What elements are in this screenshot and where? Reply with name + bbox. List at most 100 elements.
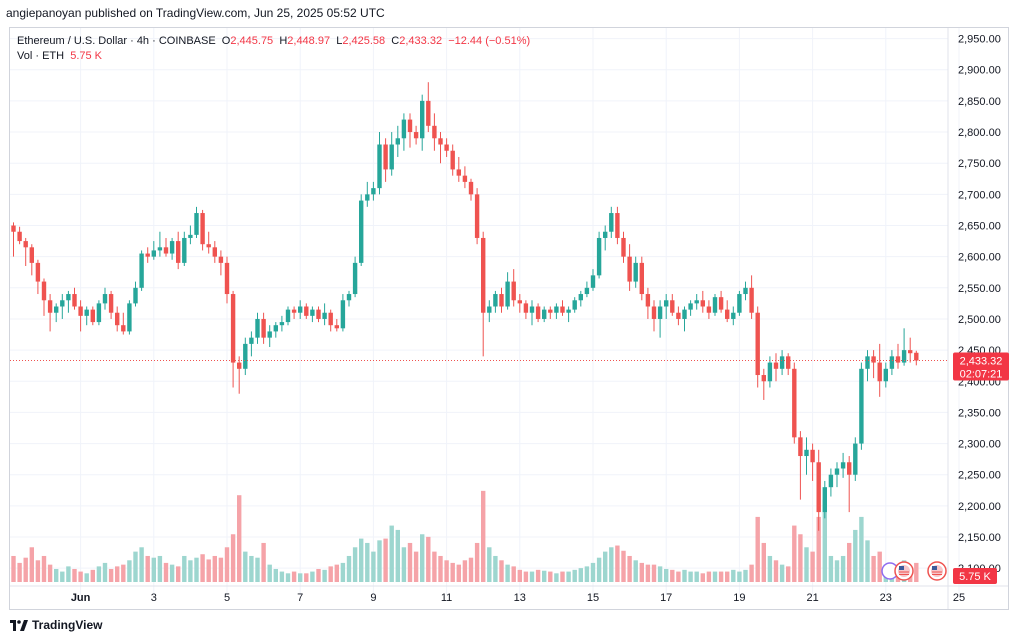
legend-high-value: 2,448.97 bbox=[287, 35, 331, 47]
volume-bar bbox=[273, 568, 278, 582]
candle-body bbox=[517, 300, 522, 304]
volume-bar bbox=[84, 573, 89, 582]
candle-body bbox=[505, 281, 510, 307]
candle-body bbox=[468, 181, 474, 195]
y-tick-label: 2,200.00 bbox=[958, 501, 1001, 513]
candle-body bbox=[78, 306, 83, 316]
candle-body bbox=[816, 462, 821, 513]
volume-bar bbox=[279, 571, 285, 582]
candle-body bbox=[767, 362, 773, 382]
volume-bar bbox=[505, 564, 510, 582]
candle-body bbox=[786, 356, 791, 369]
candle-body bbox=[420, 100, 425, 139]
candle-body bbox=[47, 300, 53, 313]
volume-bar bbox=[847, 542, 852, 582]
candle-body bbox=[218, 256, 224, 263]
footer-brand[interactable]: TradingView bbox=[10, 618, 102, 632]
volume-bar bbox=[865, 540, 870, 582]
candle-body bbox=[725, 309, 730, 319]
volume-bar bbox=[664, 568, 669, 582]
x-tick-label: 19 bbox=[733, 592, 745, 604]
y-tick-label: 2,750.00 bbox=[958, 158, 1001, 170]
volume-bar bbox=[694, 571, 699, 582]
volume-bar bbox=[535, 569, 541, 582]
candle-body bbox=[493, 294, 498, 307]
volume-bar bbox=[322, 569, 327, 582]
candle-body bbox=[828, 474, 834, 488]
us-flag-event-icon-canton bbox=[932, 566, 937, 570]
y-tick-label: 2,150.00 bbox=[958, 532, 1001, 544]
volume-bar bbox=[761, 542, 766, 582]
candle-body bbox=[23, 241, 28, 248]
x-tick-label: 23 bbox=[880, 592, 892, 604]
volume-bar bbox=[481, 490, 486, 582]
volume-bar bbox=[609, 547, 614, 582]
candle-body bbox=[822, 487, 827, 513]
candle-body bbox=[212, 247, 217, 257]
candle-body bbox=[377, 144, 382, 189]
volume-bar bbox=[566, 571, 571, 582]
volume-badge-value: 5.75 K bbox=[959, 571, 991, 583]
candle-body bbox=[798, 437, 803, 457]
candle-body bbox=[511, 281, 516, 301]
volume-bar bbox=[328, 566, 333, 582]
volume-bar bbox=[133, 551, 138, 582]
candle-body bbox=[603, 231, 608, 238]
volume-bar bbox=[859, 516, 864, 582]
volume-bar bbox=[676, 571, 681, 582]
volume-bar bbox=[359, 538, 364, 582]
candle-body bbox=[542, 309, 547, 319]
candle-body bbox=[359, 200, 364, 263]
volume-bar bbox=[639, 562, 644, 582]
candle-body bbox=[145, 253, 150, 257]
candle-body bbox=[633, 262, 638, 282]
legend-close-label: C bbox=[391, 35, 400, 47]
volume-bar bbox=[383, 538, 388, 582]
volume-bar bbox=[462, 560, 468, 582]
y-tick-label: 2,700.00 bbox=[958, 189, 1001, 201]
candle-body bbox=[432, 125, 437, 139]
candle-body bbox=[761, 375, 766, 382]
volume-bar bbox=[914, 562, 919, 582]
candle-body bbox=[877, 362, 882, 382]
publisher-line: angiepanoyan published on TradingView.co… bbox=[6, 6, 385, 20]
candle-body bbox=[90, 309, 95, 323]
candle-body bbox=[615, 213, 620, 238]
candle-body bbox=[66, 294, 71, 301]
volume-bar bbox=[798, 534, 803, 582]
volume-bar bbox=[779, 564, 785, 582]
candle-body bbox=[230, 294, 236, 363]
y-tick-label: 2,550.00 bbox=[958, 283, 1001, 295]
volume-bar bbox=[420, 534, 425, 582]
candle-body bbox=[676, 312, 681, 319]
candle-body bbox=[572, 300, 577, 310]
volume-bar bbox=[584, 566, 590, 582]
candle-body bbox=[456, 169, 461, 176]
volume-bar bbox=[23, 557, 28, 582]
x-tick-label: 21 bbox=[806, 592, 818, 604]
candle-body bbox=[41, 281, 47, 301]
volume-bar bbox=[365, 542, 370, 582]
candle-body bbox=[810, 449, 815, 463]
candle-body bbox=[72, 294, 77, 307]
volume-bar bbox=[115, 566, 120, 582]
volume-bar bbox=[450, 562, 455, 582]
volume-bar bbox=[633, 560, 638, 582]
candle-body bbox=[17, 231, 22, 242]
candle-body bbox=[316, 309, 321, 319]
volume-bar bbox=[182, 555, 187, 582]
x-tick-label: 3 bbox=[151, 592, 157, 604]
volume-bar bbox=[127, 560, 132, 582]
legend-low-label: L bbox=[336, 35, 343, 47]
candle-body bbox=[865, 356, 870, 369]
candle-body bbox=[60, 300, 65, 307]
candle-body bbox=[334, 325, 339, 329]
y-tick-label: 2,650.00 bbox=[958, 221, 1001, 233]
legend-volume-label: Vol · ETH bbox=[17, 50, 65, 62]
volume-bar bbox=[188, 560, 193, 582]
y-tick-label: 2,600.00 bbox=[958, 252, 1001, 264]
volume-bar bbox=[72, 568, 77, 582]
price-badge-countdown: 02:07:21 bbox=[960, 369, 1003, 381]
volume-bar bbox=[249, 555, 254, 582]
